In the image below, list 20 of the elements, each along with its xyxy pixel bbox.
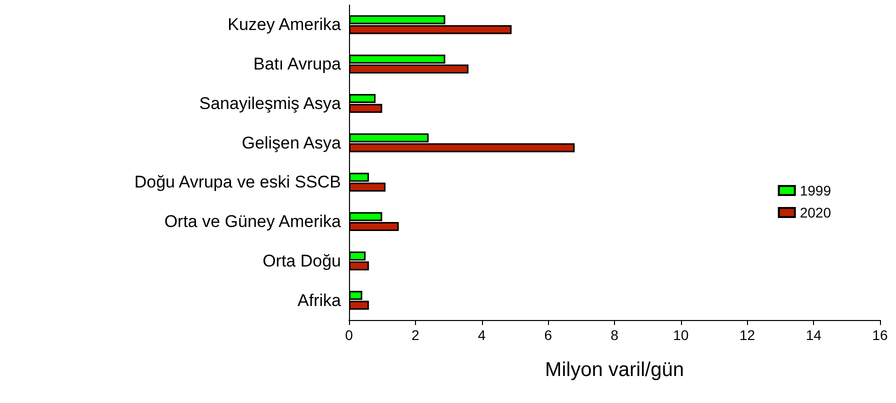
x-tick-label: 10 [673,327,689,343]
y-tick-label: Doğu Avrupa ve eski SSCB [134,172,341,192]
y-tick-label: Gelişen Asya [242,133,342,152]
y-tick-label: Sanayileşmiş Asya [199,94,342,113]
legend-label: 2020 [800,204,832,220]
x-tick-label: 6 [544,327,552,343]
legend-label: 1999 [800,182,832,198]
x-axis-title: Milyon varil/gün [545,359,684,381]
y-tick-label: Orta ve Güney Amerika [164,212,342,232]
y-tick-label: Kuzey Amerika [228,15,342,34]
x-tick-label: 16 [872,327,888,343]
x-tick-label: 8 [610,327,619,343]
x-tick-label: 12 [739,327,756,343]
x-tick-label: 2 [411,327,420,343]
y-tick-label: Orta Doğu [262,251,341,270]
y-tick-label: Batı Avrupa [253,54,342,74]
x-tick-label: 14 [806,327,822,343]
x-tick-label: 0 [345,327,354,343]
y-tick-label: Afrika [298,290,342,310]
x-tick-label: 4 [478,327,486,343]
